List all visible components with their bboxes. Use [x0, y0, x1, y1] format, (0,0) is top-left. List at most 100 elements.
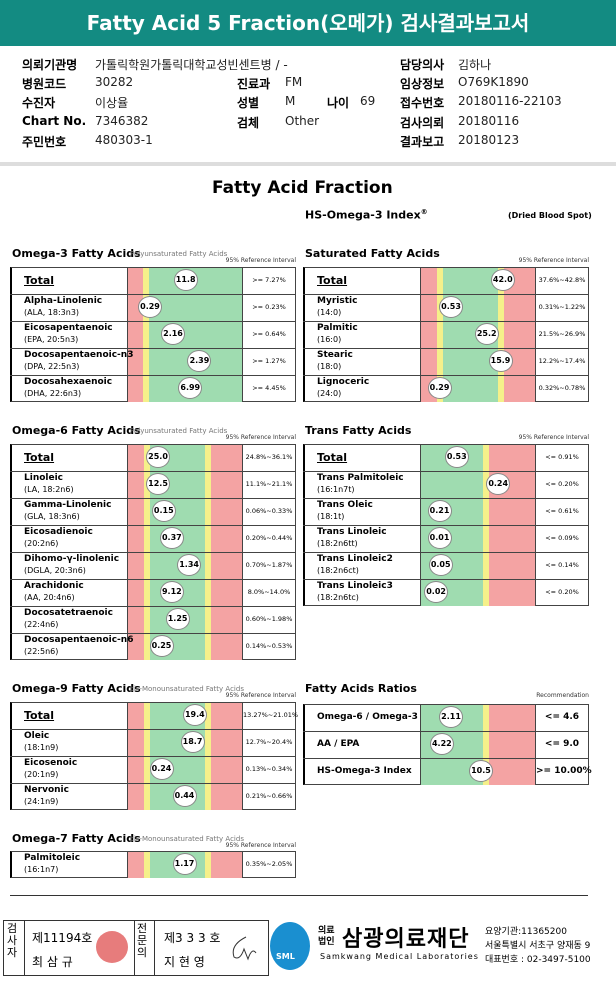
column-divider [420, 444, 421, 471]
org-name: 삼광의료재단 [342, 927, 470, 952]
column-divider [242, 348, 243, 375]
row-sub: (20:2n6) [24, 539, 59, 548]
row-divider [303, 579, 589, 580]
gauge-segment [420, 472, 484, 498]
gauge-segment [127, 634, 145, 660]
info-label: 수진자 [22, 96, 56, 110]
gauge-segment [144, 526, 150, 552]
logo-text: SML [276, 952, 295, 961]
row-sub: (DGLA, 20:3n6) [24, 566, 86, 575]
row-sub: (EPA, 20:5n3) [24, 335, 79, 344]
row-divider [303, 375, 589, 376]
row-divider [303, 471, 589, 472]
report-title: Fatty Acid 5 Fraction(오메가) 검사결과보고서 [0, 0, 616, 46]
row-name: Palmitic [317, 323, 358, 333]
info-value: 69 [360, 94, 376, 108]
gauge-segment [205, 703, 211, 729]
gauge-segment [144, 499, 150, 525]
reference-label: 95% Reference Interval [518, 257, 589, 264]
column-divider [242, 783, 243, 810]
reference-range: 8.0%~14.0% [247, 588, 291, 596]
info-value: FM [285, 75, 303, 89]
row-divider [10, 525, 296, 526]
row-name: Eicosenoic [24, 758, 78, 768]
column-divider [535, 704, 536, 731]
column-divider [420, 498, 421, 525]
panel-title: Omega-6 Fatty Acids [12, 424, 141, 437]
reference-range: <= 9.0 [544, 739, 580, 749]
column-divider [127, 729, 128, 756]
row-name: Total [24, 274, 55, 287]
column-divider [535, 267, 536, 294]
column-divider [420, 552, 421, 579]
gauge-segment [489, 499, 535, 525]
gauge-segment [144, 634, 150, 660]
reference-range: <= 0.61% [545, 507, 579, 515]
reference-label: 95% Reference Interval [225, 257, 296, 264]
row-name: Alpha-Linolenic [24, 296, 103, 306]
org-english: Samkwang Medical Laboratories [320, 952, 479, 961]
column-divider [127, 702, 128, 729]
reference-range: 0.06%~0.33% [245, 507, 293, 515]
column-divider [127, 525, 128, 552]
row-name: Total [24, 709, 55, 722]
gauge-segment [144, 703, 150, 729]
row-divider [10, 729, 296, 730]
info-label: 결과보고 [400, 135, 445, 149]
row-name: Omega-6 / Omega-3 [317, 712, 418, 722]
row-divider [10, 498, 296, 499]
row-sub: (24:1n9) [24, 797, 59, 806]
gauge-segment [144, 757, 150, 783]
info-value: 20180116-22103 [458, 94, 562, 108]
gauge-segment [489, 759, 535, 785]
info-label: 접수번호 [400, 96, 445, 110]
column-divider [535, 471, 536, 498]
divider [24, 921, 25, 975]
column-divider [535, 731, 536, 758]
seal [96, 931, 128, 963]
column-divider [535, 552, 536, 579]
divider [134, 921, 135, 975]
gauge-segment [483, 580, 489, 606]
column-divider [420, 579, 421, 606]
row-sub: (18:2n6tc) [317, 593, 359, 602]
info-value: 이상율 [95, 96, 129, 110]
row-divider [10, 606, 296, 607]
info-label: 의뢰기관명 [22, 58, 78, 72]
reference-range: >= 0.23% [252, 303, 286, 311]
reference-label: 95% Reference Interval [225, 434, 296, 441]
gauge-segment [498, 376, 504, 402]
panel-subtitle: Polyunsaturated Fatty Acids [130, 427, 228, 435]
column-divider [242, 702, 243, 729]
column-divider [127, 375, 128, 402]
reference-range: 13.27%~21.01% [243, 711, 299, 719]
info-label: 성별 [237, 96, 260, 110]
gauge-segment [205, 757, 211, 783]
gauge-segment [210, 852, 242, 878]
reference-range: 37.6%~42.8% [538, 276, 586, 284]
gauge-segment [489, 526, 535, 552]
panel-title: Trans Fatty Acids [305, 424, 412, 437]
result-value: 0.29 [427, 377, 452, 399]
gauge-segment [489, 580, 535, 606]
row-divider [10, 552, 296, 553]
result-value: 0.02 [424, 581, 449, 603]
gauge-segment [420, 295, 438, 321]
row-sub: (GLA, 18:3n6) [24, 512, 80, 521]
gauge-segment [127, 376, 144, 402]
gauge-segment [210, 703, 242, 729]
gauge-segment [210, 730, 242, 756]
result-value: 1.25 [165, 608, 190, 630]
row-sub: (14:0) [317, 308, 342, 317]
org-address: 서울특별시 서초구 양재동 9 [485, 941, 591, 951]
result-value: 19.4 [182, 704, 207, 726]
info-label: 주민번호 [22, 135, 67, 149]
column-divider [420, 758, 421, 785]
row-divider [303, 731, 589, 732]
reference-range: <= 0.09% [545, 534, 579, 542]
column-divider [420, 267, 421, 294]
row-sub: (18:1n9) [24, 743, 59, 752]
gauge-segment [210, 472, 242, 498]
column-divider [535, 758, 536, 785]
row-name: Nervonic [24, 785, 69, 795]
